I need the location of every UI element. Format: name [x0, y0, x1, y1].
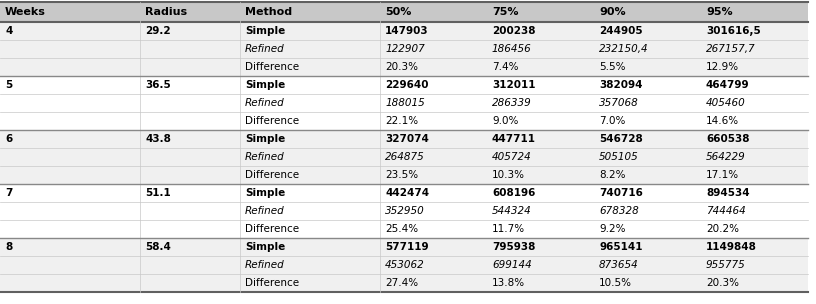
- Text: 5: 5: [5, 80, 12, 90]
- Text: 357068: 357068: [599, 98, 639, 108]
- Text: 11.7%: 11.7%: [492, 224, 526, 234]
- Text: 122907: 122907: [385, 44, 425, 54]
- Text: 447711: 447711: [492, 134, 536, 144]
- Text: 58.4: 58.4: [145, 242, 171, 252]
- Text: 43.8: 43.8: [145, 134, 171, 144]
- Text: Weeks: Weeks: [5, 7, 46, 17]
- Text: 10.5%: 10.5%: [599, 278, 632, 288]
- Text: 740716: 740716: [599, 188, 643, 198]
- Text: Simple: Simple: [245, 80, 286, 90]
- Text: 312011: 312011: [492, 80, 535, 90]
- Text: 29.2: 29.2: [145, 26, 171, 36]
- Text: 8.2%: 8.2%: [599, 170, 626, 180]
- Text: Difference: Difference: [245, 170, 299, 180]
- Text: 1149848: 1149848: [706, 242, 757, 252]
- Text: Difference: Difference: [245, 116, 299, 126]
- Text: Difference: Difference: [245, 62, 299, 72]
- Text: 75%: 75%: [492, 7, 518, 17]
- Text: Method: Method: [245, 7, 292, 17]
- Text: 6: 6: [5, 134, 12, 144]
- Text: 267157,7: 267157,7: [706, 44, 756, 54]
- Text: 301616,5: 301616,5: [706, 26, 761, 36]
- Text: 14.6%: 14.6%: [706, 116, 739, 126]
- Text: 9.0%: 9.0%: [492, 116, 518, 126]
- Text: 544324: 544324: [492, 206, 532, 216]
- Text: 894534: 894534: [706, 188, 750, 198]
- Text: 7.0%: 7.0%: [599, 116, 625, 126]
- Text: 188015: 188015: [385, 98, 425, 108]
- Text: 873654: 873654: [599, 260, 639, 270]
- Text: 17.1%: 17.1%: [706, 170, 739, 180]
- Text: 12.9%: 12.9%: [706, 62, 739, 72]
- Text: 50%: 50%: [385, 7, 411, 17]
- Text: 95%: 95%: [706, 7, 733, 17]
- Text: 546728: 546728: [599, 134, 643, 144]
- Text: 405460: 405460: [706, 98, 746, 108]
- Text: 7: 7: [5, 188, 12, 198]
- Text: 5.5%: 5.5%: [599, 62, 626, 72]
- Text: Refined: Refined: [245, 44, 285, 54]
- Text: 795938: 795938: [492, 242, 535, 252]
- Text: 608196: 608196: [492, 188, 535, 198]
- Text: 442474: 442474: [385, 188, 429, 198]
- Text: 229640: 229640: [385, 80, 428, 90]
- Text: 36.5: 36.5: [145, 80, 171, 90]
- Text: 7.4%: 7.4%: [492, 62, 518, 72]
- Text: Refined: Refined: [245, 260, 285, 270]
- Text: 22.1%: 22.1%: [385, 116, 418, 126]
- Text: 505105: 505105: [599, 152, 639, 162]
- Text: 51.1: 51.1: [145, 188, 171, 198]
- Text: 200238: 200238: [492, 26, 535, 36]
- Text: 8: 8: [5, 242, 12, 252]
- Text: 23.5%: 23.5%: [385, 170, 418, 180]
- Text: 660538: 660538: [706, 134, 750, 144]
- Text: 13.8%: 13.8%: [492, 278, 526, 288]
- Text: Refined: Refined: [245, 98, 285, 108]
- Text: 382094: 382094: [599, 80, 642, 90]
- Text: 27.4%: 27.4%: [385, 278, 418, 288]
- Text: 25.4%: 25.4%: [385, 224, 418, 234]
- Text: 147903: 147903: [385, 26, 428, 36]
- Text: 352950: 352950: [385, 206, 425, 216]
- Text: 564229: 564229: [706, 152, 746, 162]
- Text: 20.3%: 20.3%: [706, 278, 739, 288]
- Text: Radius: Radius: [145, 7, 187, 17]
- Text: Simple: Simple: [245, 188, 286, 198]
- Text: 955775: 955775: [706, 260, 746, 270]
- Text: 965141: 965141: [599, 242, 642, 252]
- Text: 20.3%: 20.3%: [385, 62, 418, 72]
- Text: 232150,4: 232150,4: [599, 44, 649, 54]
- Text: 464799: 464799: [706, 80, 750, 90]
- Text: 286339: 286339: [492, 98, 532, 108]
- Text: 327074: 327074: [385, 134, 429, 144]
- Text: 744464: 744464: [706, 206, 746, 216]
- Text: 90%: 90%: [599, 7, 626, 17]
- Text: Difference: Difference: [245, 278, 299, 288]
- Text: Refined: Refined: [245, 206, 285, 216]
- Text: 699144: 699144: [492, 260, 532, 270]
- Text: 186456: 186456: [492, 44, 532, 54]
- Text: 9.2%: 9.2%: [599, 224, 626, 234]
- Text: 244905: 244905: [599, 26, 643, 36]
- Text: 20.2%: 20.2%: [706, 224, 739, 234]
- Text: 264875: 264875: [385, 152, 425, 162]
- Text: Difference: Difference: [245, 224, 299, 234]
- Text: Simple: Simple: [245, 134, 286, 144]
- Text: 678328: 678328: [599, 206, 639, 216]
- Text: 405724: 405724: [492, 152, 532, 162]
- Text: Simple: Simple: [245, 26, 286, 36]
- Text: 453062: 453062: [385, 260, 425, 270]
- Text: 4: 4: [5, 26, 12, 36]
- Text: 577119: 577119: [385, 242, 428, 252]
- Text: Refined: Refined: [245, 152, 285, 162]
- Text: 10.3%: 10.3%: [492, 170, 525, 180]
- Text: Simple: Simple: [245, 242, 286, 252]
